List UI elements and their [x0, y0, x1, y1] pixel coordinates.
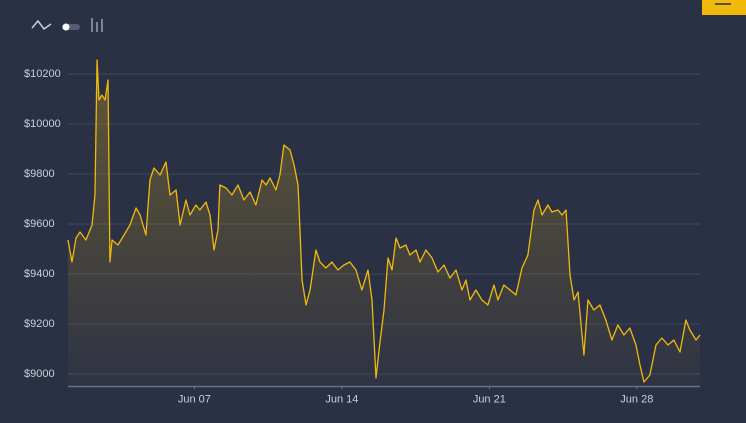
area — [68, 60, 700, 387]
switch-knob — [62, 23, 70, 31]
menu-button[interactable] — [702, 0, 746, 15]
y-tick-label: $10200 — [24, 68, 61, 80]
y-tick-label: $9400 — [24, 268, 55, 280]
plot: $9000 $9200 $9400 $9600 $9800 $10000 $10200 Jun… — [24, 59, 701, 405]
y-tick-label: $9800 — [24, 168, 55, 180]
y-tick-label: $9600 — [24, 218, 55, 230]
price-line — [67, 59, 701, 383]
x-tick-label: Jun 14 — [325, 393, 358, 405]
line-chart-toggle[interactable] — [31, 19, 52, 31]
x-tick-label: Jun 21 — [473, 393, 506, 405]
toolbar — [31, 0, 746, 32]
x-tick-label: Jun 28 — [620, 393, 653, 405]
x-tick-label: Jun 07 — [178, 393, 211, 405]
y-tick-label: $10000 — [24, 118, 61, 130]
y-tick-label: $9000 — [24, 368, 55, 380]
bar-chart-toggle[interactable] — [91, 18, 103, 32]
y-tick-label: $9200 — [24, 318, 55, 330]
